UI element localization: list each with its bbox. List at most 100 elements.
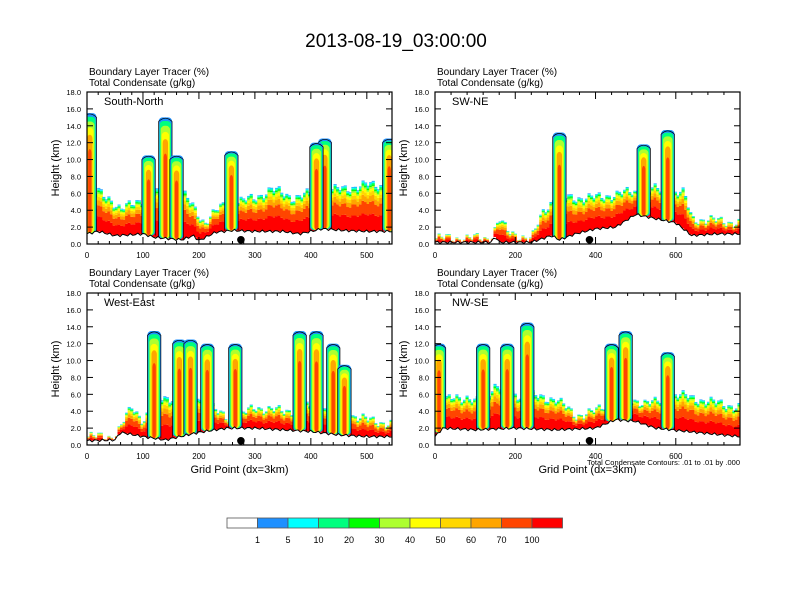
tracer-cell — [351, 195, 355, 200]
tracer-cell — [496, 227, 500, 230]
tracer-cell — [521, 238, 525, 240]
convective-tower — [323, 165, 327, 230]
tracer-cell — [656, 411, 660, 419]
tracer-cell — [188, 203, 192, 205]
tracer-cell — [160, 411, 164, 416]
tracer-cell — [579, 198, 584, 200]
tracer-cell — [640, 407, 645, 409]
tracer-cell — [249, 407, 253, 410]
tracer-cell — [160, 425, 164, 440]
tracer-cell — [544, 402, 548, 404]
tracer-cell — [452, 400, 456, 402]
tracer-cell — [498, 395, 502, 398]
tracer-cell — [336, 204, 340, 215]
tracer-cell — [92, 438, 96, 441]
condensate-contour — [552, 133, 567, 240]
tracer-cell — [132, 211, 136, 214]
tracer-cell — [285, 422, 289, 431]
tracer-cell — [183, 197, 187, 201]
tracer-cell — [361, 416, 365, 419]
tracer-cell — [282, 424, 286, 430]
tracer-cell — [630, 203, 634, 210]
condensate-contour — [660, 130, 675, 222]
tracer-cell — [120, 429, 124, 433]
tracer-cell — [450, 418, 454, 429]
tracer-cell — [651, 187, 655, 189]
tracer-cell — [114, 208, 119, 209]
convective-tower — [188, 367, 193, 435]
tracer-cell — [135, 414, 139, 417]
tracer-cell — [648, 404, 652, 406]
tracer-cell — [513, 400, 517, 404]
tracer-cell — [612, 199, 617, 200]
tracer-cell — [264, 414, 269, 417]
tracer-cell — [168, 402, 172, 404]
tracer-cell — [132, 205, 136, 207]
tracer-cell — [120, 425, 124, 427]
tracer-cell — [201, 232, 205, 239]
tracer-cell — [371, 424, 375, 430]
tracer-cell — [196, 223, 200, 226]
tracer-cell — [221, 412, 225, 413]
tracer-cell — [193, 207, 197, 209]
tracer-cell — [681, 193, 685, 196]
tracer-cell — [196, 403, 200, 406]
tracer-cell — [595, 420, 599, 428]
tracer-cell — [638, 409, 642, 411]
tracer-cell — [554, 404, 558, 406]
tracer-cell — [582, 422, 586, 426]
tracer-cell — [297, 195, 302, 197]
tracer-cell — [236, 205, 241, 207]
tracer-cell — [587, 196, 591, 199]
tracer-cell — [475, 234, 479, 235]
tracer-cell — [584, 219, 589, 232]
tracer-cell — [239, 197, 243, 199]
tracer-cell — [376, 216, 380, 232]
tracer-cell — [247, 198, 251, 200]
tracer-cell — [572, 201, 576, 202]
tracer-cell — [653, 186, 657, 189]
tracer-cell — [628, 192, 632, 194]
tracer-cell — [493, 413, 497, 429]
tracer-cell — [635, 406, 639, 410]
tracer-cell — [366, 203, 370, 216]
tracer-cell — [358, 189, 363, 191]
tracer-cell — [572, 202, 576, 204]
tracer-cell — [640, 405, 645, 407]
tracer-cell — [371, 185, 375, 188]
tracer-cell — [447, 394, 451, 395]
tracer-cell — [374, 204, 378, 216]
tracer-cell — [640, 417, 645, 424]
tracer-cell — [297, 210, 302, 221]
tracer-cell — [369, 196, 373, 202]
tracer-cell — [295, 195, 299, 197]
tracer-cell — [341, 190, 345, 193]
tracer-cell — [539, 215, 543, 216]
tracer-cell — [369, 192, 373, 197]
tracer-cell — [445, 237, 449, 240]
tracer-cell — [371, 418, 375, 419]
tracer-cell — [490, 401, 495, 407]
tracer-cell — [597, 192, 601, 194]
tracer-cell — [653, 183, 657, 185]
tracer-cell — [597, 199, 601, 203]
tracer-cell — [214, 211, 218, 213]
tracer-cell — [137, 222, 141, 235]
y-tick-label: 16.0 — [66, 105, 81, 114]
tracer-cell — [221, 202, 225, 204]
tracer-cell — [216, 414, 220, 416]
tracer-cell — [353, 195, 358, 200]
tracer-cell — [457, 398, 462, 400]
tracer-cell — [140, 431, 144, 437]
tracer-cell — [681, 189, 685, 191]
tracer-cell — [577, 420, 581, 424]
tracer-cell — [247, 199, 251, 201]
tracer-cell — [496, 403, 500, 414]
tracer-cell — [356, 426, 360, 431]
tracer-cell — [709, 220, 713, 223]
tracer-cell — [625, 190, 629, 192]
tracer-cell — [214, 214, 218, 217]
tracer-cell — [567, 197, 571, 199]
tracer-cell — [280, 416, 284, 419]
tracer-cell — [529, 239, 533, 241]
